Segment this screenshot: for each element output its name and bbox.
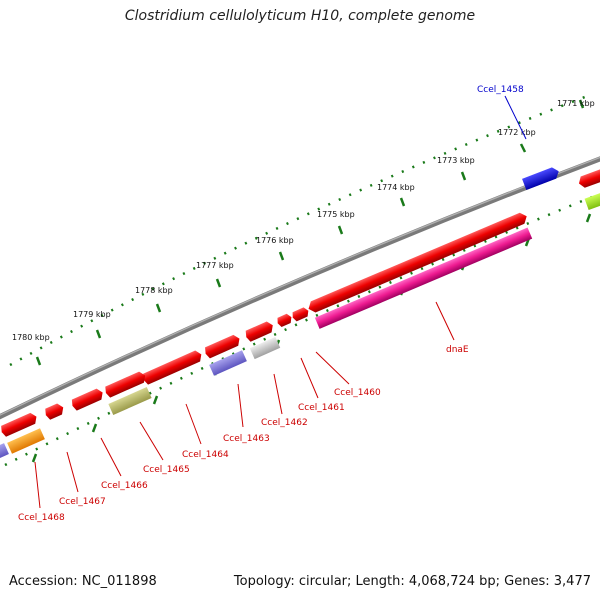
gene-ccel-1468[interactable] xyxy=(0,411,39,437)
gene-orange[interactable] xyxy=(7,428,45,454)
kbp-label-1778: 1778 kbp xyxy=(135,286,173,295)
gene-label-ccel-1461: Ccel_1461 xyxy=(298,403,345,413)
kbp-label-1777: 1777 kbp xyxy=(196,261,234,270)
genome-backbone xyxy=(0,156,600,420)
kbp-label-1779: 1779 kbp xyxy=(73,310,111,319)
gene-olive[interactable] xyxy=(108,386,152,416)
gene-lime-edge[interactable] xyxy=(584,191,600,211)
gene-ccel-1465[interactable] xyxy=(103,370,147,398)
gene-red-edge-top[interactable] xyxy=(577,168,600,189)
kbp-label-1775: 1775 kbp xyxy=(317,210,355,219)
kbp-label-1776: 1776 kbp xyxy=(256,236,294,245)
kbp-label-1780: 1780 kbp xyxy=(12,333,50,342)
gene-label-ccel-1464: Ccel_1464 xyxy=(182,450,229,460)
inner-major-ticks xyxy=(31,213,592,463)
gene-ccel-1464[interactable] xyxy=(141,349,203,386)
gene-ccel-1463[interactable] xyxy=(203,333,242,359)
gene-purple-edge[interactable] xyxy=(0,443,9,460)
gene-ccel-1467[interactable] xyxy=(43,402,65,421)
leader-lines xyxy=(34,95,527,509)
topology-text: Topology: circular; Length: 4,068,724 bp… xyxy=(233,574,591,589)
gene-ccel-1458[interactable] xyxy=(522,166,561,191)
kbp-label-1772: 1772 kbp xyxy=(498,128,536,137)
outer-major-ticks xyxy=(35,99,585,366)
gene-ccel-1461[interactable] xyxy=(276,313,294,328)
gene-ccel-1460[interactable] xyxy=(291,306,311,322)
gene-label-dnae: dnaE xyxy=(446,345,469,355)
kbp-label-1771: 1771 kbp xyxy=(557,99,595,108)
inner-tick-track xyxy=(4,195,593,467)
gene-dnae[interactable] xyxy=(314,227,533,329)
gene-label-ccel-1465: Ccel_1465 xyxy=(143,465,190,475)
kbp-label-1773: 1773 kbp xyxy=(437,156,475,165)
gene-label-ccel-1463: Ccel_1463 xyxy=(223,434,270,444)
gene-gray[interactable] xyxy=(249,336,281,360)
gene-label-ccel-1467: Ccel_1467 xyxy=(59,497,106,507)
gene-ccel-1466[interactable] xyxy=(70,387,105,411)
kbp-label-1774: 1774 kbp xyxy=(377,183,415,192)
gene-large-red[interactable] xyxy=(306,211,529,315)
map-title: Clostridium cellulolyticum H10, complete… xyxy=(124,8,476,24)
gene-purple[interactable] xyxy=(209,350,247,376)
gene-label-ccel-1466: Ccel_1466 xyxy=(101,481,148,491)
gene-label-ccel-1460: Ccel_1460 xyxy=(334,388,381,398)
gene-ccel-1462[interactable] xyxy=(244,320,275,343)
genome-backbone-highlight xyxy=(0,156,600,416)
gene-label-ccel-1462: Ccel_1462 xyxy=(261,418,308,428)
gene-label-ccel-1458: Ccel_1458 xyxy=(477,85,524,95)
gene-label-ccel-1468: Ccel_1468 xyxy=(18,513,65,523)
accession-text: Accession: NC_011898 xyxy=(9,574,157,589)
